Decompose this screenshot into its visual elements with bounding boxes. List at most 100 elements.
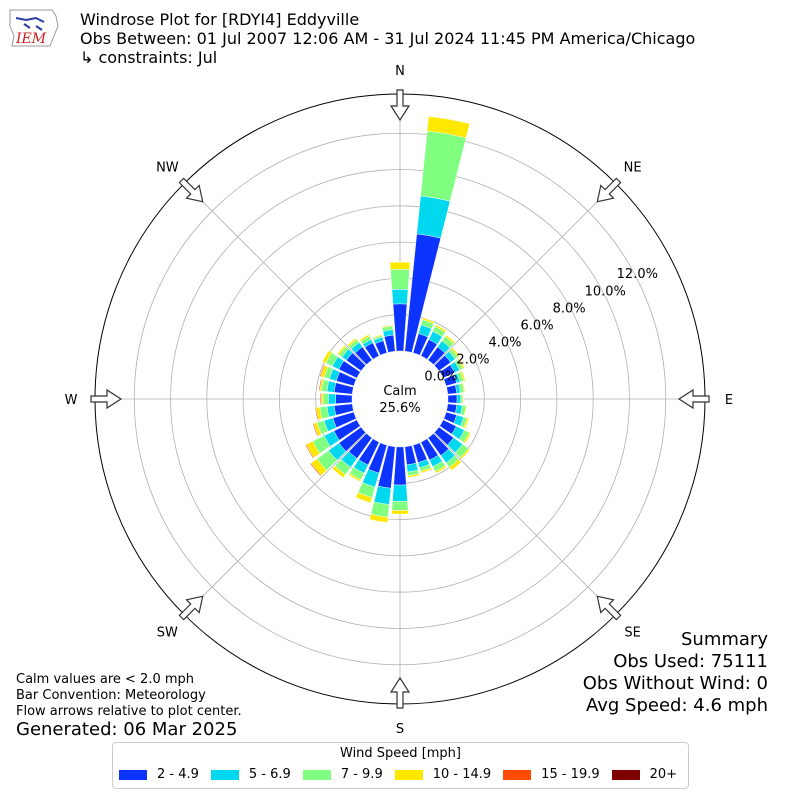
radial-tick-label: 0.0% <box>424 369 457 384</box>
compass-arrows <box>90 89 710 709</box>
windrose-bar-segment <box>320 392 322 406</box>
legend-item: 10 - 14.9 <box>394 767 492 782</box>
windrose-bar-segment <box>337 345 347 356</box>
grid-spoke <box>184 432 367 615</box>
legend-title: Wind Speed [mph] <box>340 746 461 761</box>
windrose-bar-segment <box>373 485 392 505</box>
windrose-bar-segment <box>463 432 472 444</box>
compass-label-sw: SW <box>157 626 178 641</box>
legend-swatch <box>394 769 423 780</box>
calm-label: Calm <box>383 384 416 399</box>
windrose-bar-segment <box>315 407 319 421</box>
compass-label-nw: NW <box>156 160 179 175</box>
compass-label-e: E <box>725 393 733 408</box>
legend-item: 7 - 9.9 <box>302 767 383 782</box>
obs-without-wind: Obs Without Wind: 0 <box>582 673 768 694</box>
windrose-bars <box>305 116 472 523</box>
windrose-bar-segment <box>348 472 362 482</box>
windrose-bar-segment <box>420 130 467 202</box>
grid-spoke <box>184 183 367 366</box>
windrose-bar-segment <box>434 324 447 333</box>
flow-arrow-se-icon <box>596 595 622 621</box>
legend-item: 2 - 4.9 <box>119 767 199 782</box>
windrose-bar-segment <box>447 394 458 404</box>
windrose-bar-segment <box>449 459 462 471</box>
legend-item: 5 - 6.9 <box>210 767 291 782</box>
avg-speed: Avg Speed: 4.6 mph <box>586 695 768 716</box>
windrose-bar-segment <box>460 370 466 382</box>
logo-text: IEM <box>15 31 47 47</box>
legend-label: 7 - 9.9 <box>340 767 383 782</box>
legend-label: 5 - 6.9 <box>248 767 291 782</box>
compass-label-n: N <box>395 64 405 79</box>
flow-arrow-sw-icon <box>178 595 204 621</box>
windrose-bar-segment <box>462 394 464 404</box>
radial-tick-label: 8.0% <box>553 301 586 316</box>
windrose-bar-segment <box>460 394 463 404</box>
chart-title-block: Windrose Plot for [RDYI4] Eddyville Obs … <box>80 10 695 67</box>
windrose-bar-segment <box>322 393 329 405</box>
windrose-bar-segment <box>463 405 467 416</box>
radial-tick-label: 12.0% <box>617 267 658 282</box>
windrose-bar-segment <box>305 444 315 459</box>
windrose-bar-segment <box>407 473 420 478</box>
windrose-bar-segment <box>451 347 460 358</box>
windrose-bar-segment <box>460 448 471 460</box>
windrose-bar-segment <box>332 465 346 478</box>
legend-swatch <box>611 769 640 780</box>
windrose-bar-segment <box>335 394 353 404</box>
flow-arrow-n-icon <box>389 89 411 122</box>
windrose-bar-segment <box>446 384 458 395</box>
legend-swatch <box>119 769 147 780</box>
generated-date: Generated: 06 Mar 2025 <box>16 719 238 740</box>
windrose-bar-segment <box>390 269 410 290</box>
calm-value: 25.6% <box>379 401 420 416</box>
legend-label: 2 - 4.9 <box>157 767 199 782</box>
windrose-bar-segment <box>422 317 435 325</box>
legend: Wind Speed [mph] 2 - 4.9 5 - 6.9 7 - 9.9 10… <box>112 742 689 789</box>
windrose-bar-segment <box>391 289 409 305</box>
obs-range: Obs Between: 01 Jul 2007 12:06 AM - 31 J… <box>80 29 696 48</box>
windrose-bar-segment <box>389 261 411 270</box>
grid-spoke <box>433 183 616 366</box>
windrose-bar-segment <box>392 484 408 502</box>
grid-spoke <box>433 432 616 615</box>
radial-tick-label: 2.0% <box>456 352 489 367</box>
legend-swatch <box>302 769 331 780</box>
windrose-bar-segment <box>427 116 470 139</box>
flow-arrow-w-icon <box>90 388 123 410</box>
windrose-bar-segment <box>392 303 408 352</box>
windrose-bar-segment <box>393 446 407 486</box>
windrose-bar-segment <box>318 378 323 392</box>
windrose-bar-segment <box>328 393 337 405</box>
windrose-bar-segment <box>444 334 456 345</box>
windrose-bar-segment <box>312 423 319 437</box>
windrose-bar-segment <box>359 334 370 342</box>
summary-box: Summary Obs Used: 75111 Obs Without Wind… <box>583 629 768 717</box>
footnote: Calm values are < 2.0 mph Bar Convention… <box>16 672 242 720</box>
obs-used: Obs Used: 75111 <box>613 651 768 672</box>
compass-label-w: W <box>65 393 78 408</box>
windrose-bar-segment <box>372 334 383 339</box>
flow-arrow-s-icon <box>389 676 411 709</box>
windrose-bar-segment <box>462 382 466 393</box>
radial-tick-label: 6.0% <box>521 318 554 333</box>
radial-tick-label: 10.0% <box>585 284 626 299</box>
summary-title: Summary <box>681 629 768 650</box>
flow-arrow-nw-icon <box>178 177 204 203</box>
bar-convention-note: Bar Convention: Meteorology <box>16 688 206 703</box>
legend-label: 10 - 14.9 <box>432 767 492 782</box>
legend-label: 20+ <box>649 767 678 782</box>
flow-arrow-ne-icon <box>596 177 622 203</box>
windrose-bar-segment <box>319 364 326 377</box>
legend-swatch <box>210 769 239 780</box>
compass-label-s: S <box>396 722 404 737</box>
windrose-bar-segment <box>457 358 465 369</box>
legend-item: 15 - 19.9 <box>503 767 600 782</box>
legend-label: 15 - 19.9 <box>541 767 600 782</box>
calm-note: Calm values are < 2.0 mph <box>16 672 195 687</box>
legend-swatch <box>503 769 532 780</box>
windrose-bar-segment <box>463 417 470 429</box>
windrose-bar-segment <box>446 403 458 414</box>
windrose-bar-segment <box>434 465 447 474</box>
